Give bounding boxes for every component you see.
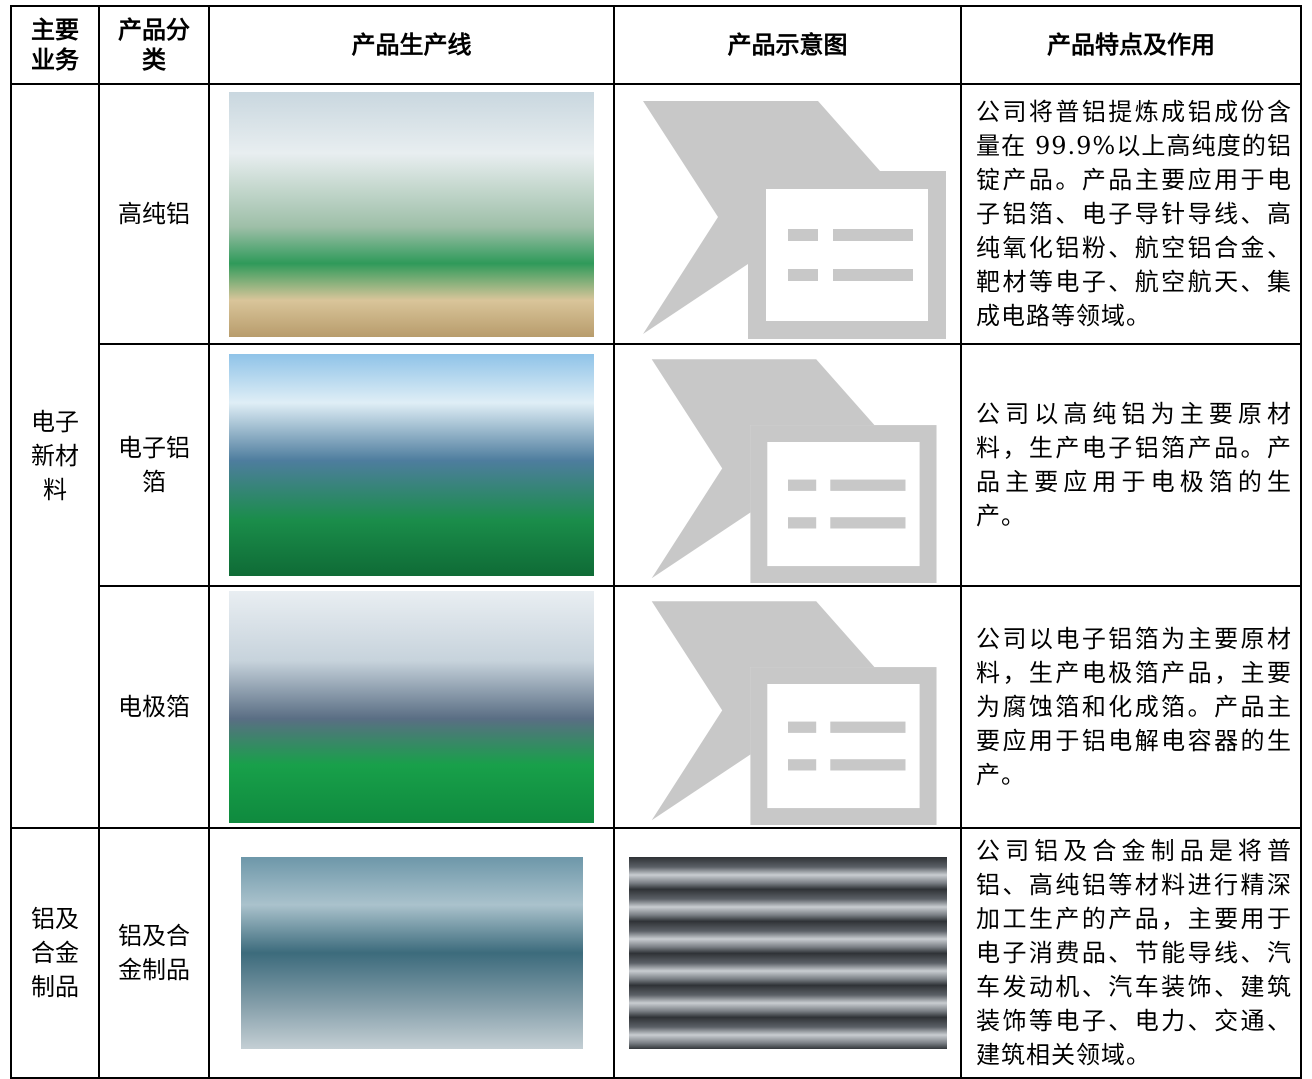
photo	[229, 591, 594, 823]
product-table: 主要业务 产品分类 产品生产线 产品示意图 产品特点及作用 电子新材料 高纯铝 …	[10, 5, 1302, 1079]
row: 电子新材料 高纯铝 公司将普铝提炼成铝成份含量在 99.9%以上高纯度的铝锭产品…	[10, 83, 1302, 829]
photo	[229, 354, 594, 576]
header-cell: 产品生产线	[208, 5, 615, 85]
features-cell: 公司以电子铝箔为主要原材料，生产电极箔产品，主要为腐蚀箔和化成箔。产品主要应用于…	[960, 585, 1302, 829]
photo-cell	[208, 343, 615, 587]
header-cell: 产品特点及作用	[960, 5, 1302, 85]
icon-cell	[613, 343, 962, 587]
photo-cell	[613, 827, 962, 1079]
photo-cell	[208, 585, 615, 829]
icon-cell	[613, 83, 962, 345]
row: 电极箔 公司以电子铝箔为主要原材料，生产电极箔产品，主要为腐蚀箔和化成箔。产品主…	[11, 585, 1302, 829]
header-cell: 主要业务	[10, 5, 100, 85]
photo	[229, 91, 594, 337]
row: 铝及合金制品 铝及合金制品 公司铝及合金制品是将普铝、高纯铝等材料进行精深加工生…	[10, 827, 1302, 1079]
header-row: 主要业务 产品分类 产品生产线 产品示意图 产品特点及作用	[10, 5, 1302, 85]
row: 电子铝箔 公司以高纯铝为主要原材料，生产电子铝箔产品。产品主要应用于电极箔的生产…	[11, 343, 1302, 587]
header-cell: 产品示意图	[613, 5, 962, 85]
business-cell: 铝及合金制品	[10, 827, 100, 1079]
placeholder-icon	[618, 348, 958, 583]
features-cell: 公司将普铝提炼成铝成份含量在 99.9%以上高纯度的铝锭产品。产品主要应用于电子…	[960, 83, 1302, 345]
business-cell: 电子新材料	[10, 83, 100, 829]
photo-cell	[208, 83, 615, 345]
features-cell: 公司以高纯铝为主要原材料，生产电子铝箔产品。产品主要应用于电极箔的生产。	[960, 343, 1302, 587]
category-cell: 电极箔	[98, 585, 210, 829]
placeholder-icon	[618, 590, 958, 825]
photo-cell	[208, 827, 615, 1079]
category-cell: 高纯铝	[98, 83, 210, 345]
placeholder-icon	[618, 89, 958, 339]
photo	[628, 857, 947, 1049]
category-cell: 铝及合金制品	[98, 827, 210, 1079]
photo	[240, 857, 583, 1049]
features-cell: 公司铝及合金制品是将普铝、高纯铝等材料进行精深加工生产的产品，主要用于电子消费品…	[960, 827, 1302, 1079]
category-cell: 电子铝箔	[98, 343, 210, 587]
icon-cell	[613, 585, 962, 829]
header-cell: 产品分类	[98, 5, 210, 85]
